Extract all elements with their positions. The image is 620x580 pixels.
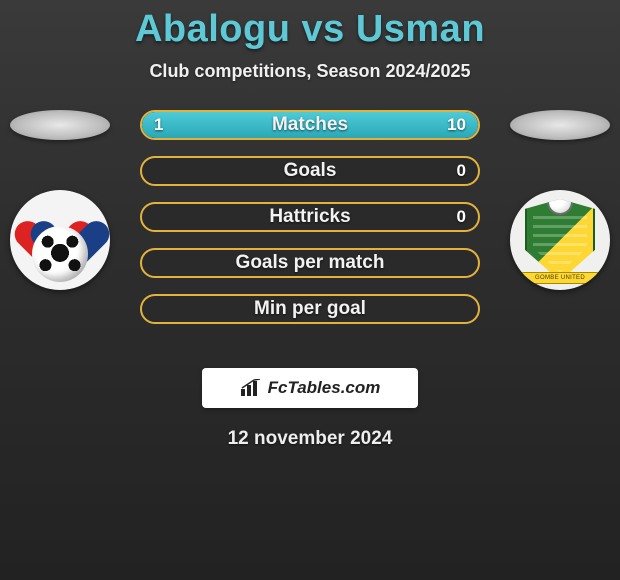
player-right-silhouette [510, 110, 610, 140]
stat-value-right: 0 [457, 161, 466, 181]
football-icon [32, 226, 88, 282]
stat-bar: 1 10 Matches [140, 110, 480, 140]
brand-badge: FcTables.com [202, 368, 418, 408]
stat-label: Goals per match [236, 252, 385, 274]
stat-label: Min per goal [254, 298, 366, 320]
stat-bar: 0 Hattricks [140, 202, 480, 232]
shield-icon [525, 199, 595, 281]
crest-ribbon: GOMBE UNITED [519, 272, 601, 284]
stat-label: Goals [284, 160, 337, 182]
stat-bar: Goals per match [140, 248, 480, 278]
brand-text: FcTables.com [268, 378, 381, 398]
player-left-silhouette [10, 110, 110, 140]
club-crest-right: GOMBE UNITED [510, 190, 610, 290]
comparison-stage: GOMBE UNITED 1 10 Matches 0 Goals 0 Hattricks G… [0, 110, 620, 350]
bars-icon [240, 379, 262, 397]
player-left-slot [0, 110, 120, 290]
date-line: 12 november 2024 [0, 428, 620, 450]
stat-bars: 1 10 Matches 0 Goals 0 Hattricks Goals per matc… [140, 110, 480, 324]
page-title: Abalogu vs Usman [0, 0, 620, 51]
club-crest-left [10, 190, 110, 290]
player-right-slot: GOMBE UNITED [500, 110, 620, 290]
stat-label: Matches [272, 114, 348, 136]
stat-bar: Min per goal [140, 294, 480, 324]
stat-value-right: 10 [447, 115, 466, 135]
stat-label: Hattricks [269, 206, 350, 228]
stat-value-left: 1 [154, 115, 163, 135]
subtitle: Club competitions, Season 2024/2025 [0, 61, 620, 82]
stat-bar: 0 Goals [140, 156, 480, 186]
stat-value-right: 0 [457, 207, 466, 227]
